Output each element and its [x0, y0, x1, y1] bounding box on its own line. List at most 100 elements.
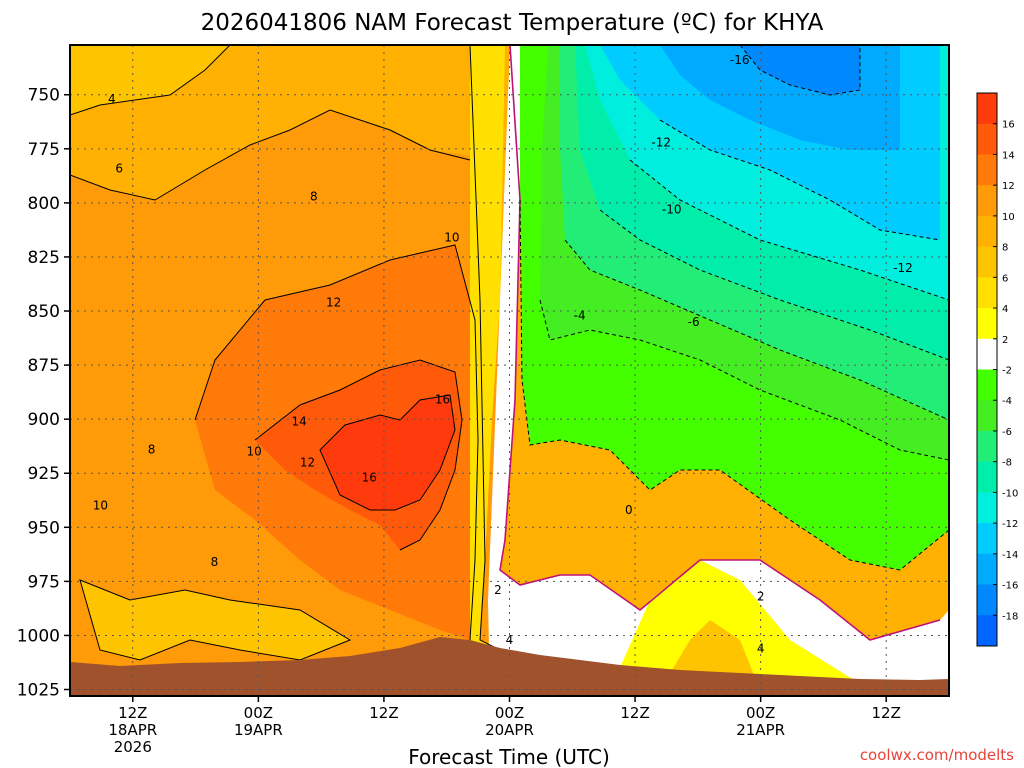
colorbar-tick-label: -2	[1002, 366, 1012, 377]
colorbar-tick-label: -4	[1002, 396, 1012, 407]
colorbar-swatch	[977, 93, 997, 125]
contour-label: -4	[574, 308, 586, 322]
terrain	[70, 637, 949, 696]
contour-minus-2	[519, 199, 949, 571]
x-tick-label: 00Z	[244, 704, 273, 722]
colorbar-swatch	[977, 461, 997, 493]
y-tick-label: 1000	[17, 626, 60, 646]
colorbar-tick-label: 6	[1002, 273, 1008, 284]
colorbar-tick-label: -16	[1002, 581, 1018, 592]
x-tick-label: 12Z	[369, 704, 398, 722]
region-blue	[740, 45, 860, 95]
colorbar-tick-label: 12	[1002, 181, 1015, 192]
contour-8-lower	[79, 579, 352, 661]
y-tick-label: 800	[28, 194, 60, 214]
y-tick-label: 775	[28, 140, 60, 160]
y-tick-label: 975	[28, 572, 60, 592]
x-tick-label: 12Z	[872, 704, 901, 722]
colorbar-tick-label: -12	[1002, 519, 1018, 530]
x-axis-label: Forecast Time (UTC)	[408, 745, 610, 768]
contour-label: 10	[93, 499, 108, 513]
contour-label: -12	[893, 261, 913, 275]
colorbar-tick-label: 2	[1002, 335, 1008, 346]
y-tick-label: 850	[28, 302, 60, 322]
colorbar-swatch	[977, 553, 997, 586]
region-lightorange-upper	[70, 45, 230, 115]
colorbar-tick-label: 4	[1002, 304, 1008, 315]
contour-label: 10	[444, 230, 459, 244]
contour-label: 0	[625, 503, 633, 517]
colorbar-swatch	[977, 615, 997, 647]
colorbar: 16 14 12 10 8 6 4 2 -2 -4 -6 -8 -10 -12 -14 -16 -18	[976, 92, 1018, 647]
contour-label: -10	[662, 202, 682, 216]
credit-text: coolwx.com/modelts	[860, 746, 1014, 764]
contour-label: 16	[435, 393, 450, 407]
x-tick-label: 20APR	[485, 721, 534, 739]
contour-minus-16	[739, 45, 861, 96]
y-tick-label: 950	[28, 518, 60, 538]
contour-label: 16	[362, 471, 377, 485]
y-tick-label: 825	[28, 248, 60, 268]
contour-minus-10	[599, 209, 949, 361]
region-peak	[320, 395, 455, 510]
colorbar-swatch	[977, 430, 997, 463]
contour-6	[70, 109, 471, 201]
colorbar-tick-label: 8	[1002, 243, 1008, 254]
contour-labels: 4 6 8 10 12 14 16 16 12 10 8 10 8 2 4 0 2 4 -16 -12 -10 -12 -4…	[93, 53, 913, 655]
contour-zero	[499, 45, 941, 641]
colorbar-tick-label: 10	[1002, 212, 1015, 223]
contour-label: 12	[326, 295, 341, 309]
colorbar-swatch	[977, 584, 997, 616]
colorbar-swatch	[977, 123, 997, 155]
chart-title: 2026041806 NAM Forecast Temperature (ºC)…	[201, 10, 824, 36]
contour-minus-4	[539, 299, 949, 461]
colorbar-tick-label: -6	[1002, 427, 1012, 438]
region-yellow-lower-right	[610, 560, 870, 690]
x-tick-label: 18APR	[108, 721, 157, 739]
contour-label: 8	[211, 555, 219, 569]
colorbar-swatch	[977, 308, 997, 340]
region-orange-lower	[80, 580, 350, 660]
contour-label: 4	[506, 633, 514, 647]
x-tick-label: 12Z	[118, 704, 147, 722]
region-yellow-front	[470, 45, 640, 690]
contour-minus-6	[564, 239, 949, 421]
contour-label: 2	[494, 583, 502, 597]
colorbar-swatch	[977, 400, 997, 432]
colorbar-tick-label: -14	[1002, 550, 1018, 561]
contour-label: -12	[651, 135, 671, 149]
contour-label: 2	[757, 590, 765, 604]
temperature-field	[70, 45, 949, 696]
y-tick-label: 925	[28, 464, 60, 484]
contour-label: 4	[108, 92, 116, 106]
contour-label: 10	[247, 445, 262, 459]
contour-minus-12	[629, 159, 949, 301]
x-tick-label: 2026	[114, 738, 152, 756]
colorbar-tick-label: -10	[1002, 488, 1018, 499]
contour-label: -6	[688, 315, 700, 329]
contour-label: 8	[148, 442, 156, 456]
colorbar-swatch	[977, 246, 997, 278]
y-tick-label: 1025	[17, 681, 60, 701]
cold-contours	[519, 45, 949, 571]
y-axis: 750 775 800 825 850 875 900 925 950 975 1000 1025	[17, 86, 70, 701]
y-tick-label: 875	[28, 356, 60, 376]
contour-label: 12	[300, 455, 315, 469]
y-tick-label: 750	[28, 86, 60, 106]
colorbar-tick-label: -18	[1002, 611, 1018, 622]
colorbar-tick-label: 16	[1002, 120, 1015, 131]
colorbar-tick-label: -8	[1002, 458, 1012, 469]
contour-14	[254, 359, 463, 551]
colorbar-swatch	[977, 185, 997, 217]
contour-label: 14	[292, 414, 307, 428]
colorbar-swatch	[977, 369, 997, 401]
contour-16	[319, 394, 456, 511]
colorbar-tick-label: 14	[1002, 150, 1015, 161]
x-tick-label: 00Z	[746, 704, 775, 722]
colorbar-swatch	[977, 338, 997, 370]
y-tick-label: 900	[28, 410, 60, 430]
colorbar-swatch	[977, 154, 997, 186]
contour-label: 8	[310, 189, 318, 203]
